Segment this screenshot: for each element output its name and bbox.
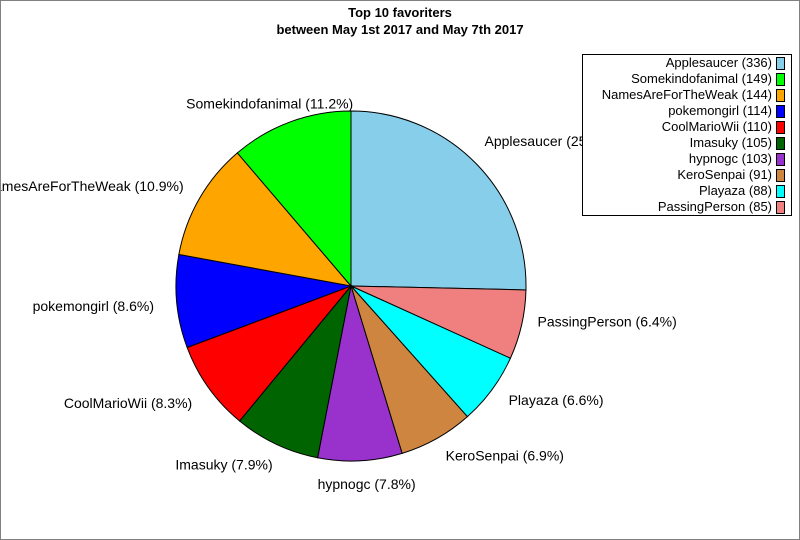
- svg-text:pokemongirl (8.6%): pokemongirl (8.6%): [33, 298, 154, 314]
- svg-text:Somekindofanimal (11.2%): Somekindofanimal (11.2%): [186, 96, 353, 112]
- svg-text:CoolMarioWii (8.3%): CoolMarioWii (8.3%): [64, 395, 192, 411]
- svg-text:PassingPerson (6.4%): PassingPerson (6.4%): [538, 314, 677, 330]
- svg-text:NamesAreForTheWeak (10.9%): NamesAreForTheWeak (10.9%): [1, 178, 184, 194]
- svg-text:Playaza (6.6%): Playaza (6.6%): [509, 392, 604, 408]
- svg-text:hypnogc (7.8%): hypnogc (7.8%): [318, 476, 416, 492]
- svg-text:KeroSenpai (6.9%): KeroSenpai (6.9%): [446, 447, 564, 463]
- svg-text:Imasuky (7.9%): Imasuky (7.9%): [175, 457, 272, 473]
